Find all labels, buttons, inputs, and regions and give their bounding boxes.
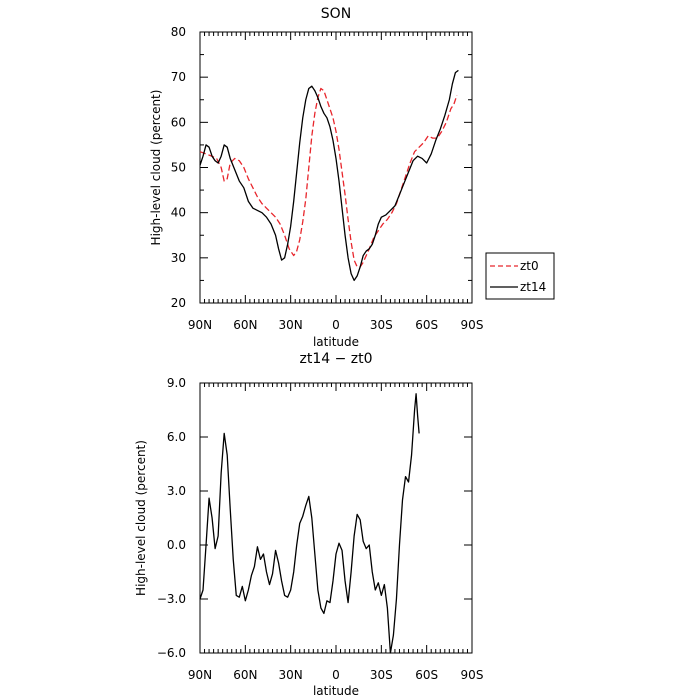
x-tick-label: 30S (370, 668, 393, 682)
y-tick-label: 60 (171, 115, 186, 129)
chart-title: SON (321, 6, 351, 22)
y-tick-label: 80 (171, 25, 186, 39)
y-tick-label: 40 (171, 206, 186, 220)
x-tick-label: 0 (332, 668, 340, 682)
y-tick-label: 6.0 (167, 430, 186, 444)
plot-frame (199, 382, 473, 654)
x-tick-label: 0 (332, 318, 340, 332)
x-axis-label: latitude (313, 684, 359, 698)
y-tick-label: 3.0 (167, 484, 186, 498)
y-tick-label: 50 (171, 161, 186, 175)
y-axis-label: High-level cloud (percent) (134, 440, 148, 596)
x-tick-label: 30S (370, 318, 393, 332)
series-line-zt0 (199, 87, 458, 268)
chart-title: zt14 − zt0 (299, 351, 372, 367)
plot-frame (199, 31, 473, 304)
x-tick-label: 90N (188, 668, 212, 682)
y-axis-label: High-level cloud (percent) (149, 90, 163, 246)
difference-line-chart: zt14 − zt0 90N 60N 30N 0 30S 60S 90S −6.0 −3.0 0.0… (134, 351, 483, 698)
y-tick-label: 20 (171, 296, 186, 310)
x-tick-label: 90N (188, 318, 212, 332)
x-axis-label: latitude (313, 335, 359, 349)
x-tick-label: 60S (415, 668, 438, 682)
series-line-zt14 (199, 69, 459, 282)
x-tick-label: 30N (279, 668, 303, 682)
y-tick-label: −3.0 (157, 592, 186, 606)
legend: zt0 zt14 (485, 252, 555, 300)
series-line-diff-0 (199, 393, 420, 654)
x-tick-label: 30N (279, 318, 303, 332)
x-tick-label: 60N (233, 668, 257, 682)
x-tick-label: 60N (233, 318, 257, 332)
x-tick-label: 60S (415, 318, 438, 332)
son-line-chart: SON 90N 60N 30N 0 30S 60S 90S 20 30 40 50 60 70 80 lati… (149, 6, 483, 349)
legend-box (485, 252, 555, 300)
y-tick-label: 9.0 (167, 376, 186, 390)
y-tick-label: 30 (171, 251, 186, 265)
legend-label-zt14: zt14 (520, 280, 546, 294)
y-tick-label: 0.0 (167, 538, 186, 552)
x-tick-label: 90S (461, 318, 484, 332)
y-tick-label: −6.0 (157, 646, 186, 660)
legend-label-zt0: zt0 (520, 259, 539, 273)
y-tick-label: 70 (171, 70, 186, 84)
x-tick-label: 90S (461, 668, 484, 682)
